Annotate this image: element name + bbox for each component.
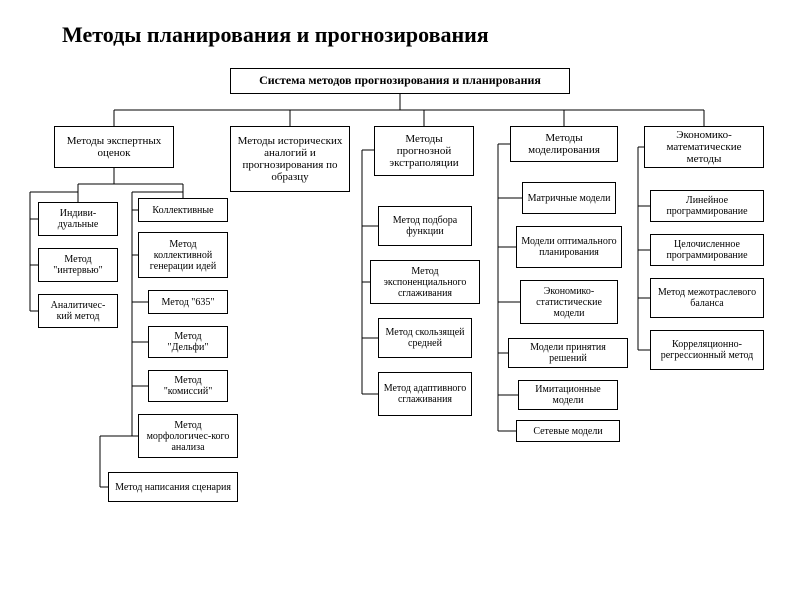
- b4-2: Модели оптимального планирования: [516, 226, 622, 268]
- b4-3: Экономико-статистические модели: [520, 280, 618, 324]
- b3-1: Метод подбора функции: [378, 206, 472, 246]
- b4-6: Сетевые модели: [516, 420, 620, 442]
- page-title: Методы планирования и прогнозирования: [62, 22, 489, 48]
- b4-4: Модели принятия решений: [508, 338, 628, 368]
- branch-econmath: Экономико-математические методы: [644, 126, 764, 168]
- b1-left-1: Индиви-дуальные: [38, 202, 118, 236]
- b4-5: Имитационные модели: [518, 380, 618, 410]
- b1-right-3: Метод "635": [148, 290, 228, 314]
- b3-4: Метод адаптивного сглаживания: [378, 372, 472, 416]
- b5-1: Линейное программирование: [650, 190, 764, 222]
- b1-right-1: Коллективные: [138, 198, 228, 222]
- b3-2: Метод экспоненциального сглаживания: [370, 260, 480, 304]
- b5-4: Корреляционно-регрессионный метод: [650, 330, 764, 370]
- b1-right-2: Метод коллективной генерации идей: [138, 232, 228, 278]
- b1-right-6: Метод морфологичес-кого анализа: [138, 414, 238, 458]
- b1-right-7: Метод написания сценария: [108, 472, 238, 502]
- branch-extrapolation: Методы прогнозной экстраполяции: [374, 126, 474, 176]
- b1-right-5: Метод "комиссий": [148, 370, 228, 402]
- b4-1: Матричные модели: [522, 182, 616, 214]
- b5-3: Метод межотраслевого баланса: [650, 278, 764, 318]
- b5-2: Целочисленное программирование: [650, 234, 764, 266]
- b1-left-2: Метод "интервью": [38, 248, 118, 282]
- branch-modeling: Методы моделирования: [510, 126, 618, 162]
- b3-3: Метод скользящей средней: [378, 318, 472, 358]
- branch-historical: Методы исторических аналогий и прогнозир…: [230, 126, 350, 192]
- b1-left-3: Аналитичес-кий метод: [38, 294, 118, 328]
- root-box: Система методов прогнозирования и планир…: [230, 68, 570, 94]
- branch-expert: Методы экспертных оценок: [54, 126, 174, 168]
- b1-right-4: Метод "Дельфи": [148, 326, 228, 358]
